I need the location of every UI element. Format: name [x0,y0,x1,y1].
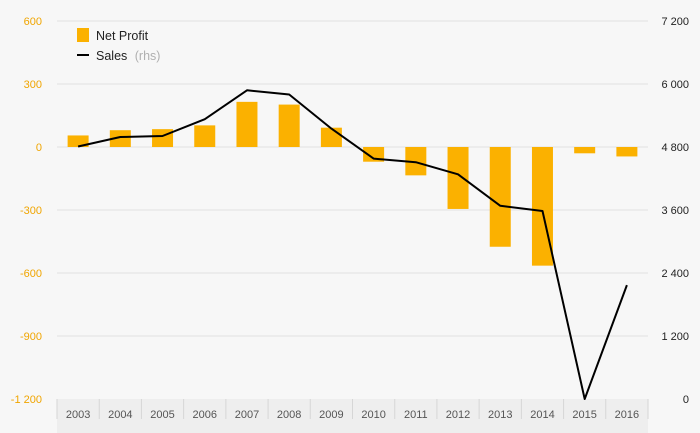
right-axis-tick-label: 4 800 [661,142,689,154]
legend: Net Profit Sales (rhs) [77,28,160,63]
x-axis-tick-label: 2008 [277,409,301,421]
bar-net-profit-2006 [194,125,216,147]
x-axis-tick-label: 2015 [572,409,596,421]
bar-net-profit-2013 [489,147,511,247]
left-axis-tick-label: -300 [20,205,42,217]
bar-net-profit-2008 [278,104,300,147]
x-axis-tick-label: 2009 [319,409,343,421]
bar-net-profit-2016 [616,147,638,157]
sales-line [77,89,628,400]
right-axis-tick-label: 2 400 [661,268,689,280]
bar-net-profit-2004 [109,130,131,147]
left-axis-tick-label: -900 [20,331,42,343]
right-axis-tick-label: 7 200 [661,16,689,28]
right-axis-tick-label: 6 000 [661,79,689,91]
left-axis-tick-label: 0 [36,142,42,154]
x-axis-tick-label: 2014 [530,409,554,421]
left-axis-ticks: -1 200 -900 -600 -300 0 300 600 [11,16,42,406]
bar-net-profit-2005 [152,129,174,147]
left-axis-tick-label: -1 200 [11,394,42,406]
left-axis-tick-label: -600 [20,268,42,280]
x-axis-ticks: 2003 2004 2005 2006 2007 2008 2009 2010 2011 2012… [66,409,639,421]
left-axis-tick-label: 600 [24,16,42,28]
x-axis-tick-label: 2007 [235,409,259,421]
legend-label-sales: Sales [96,49,127,63]
x-axis-tick-label: 2006 [193,409,217,421]
legend-swatch-net-profit [77,28,89,42]
bar-net-profit-2015 [574,147,596,154]
right-axis-tick-label: 3 600 [661,205,689,217]
x-axis-tick-label: 2011 [404,409,428,421]
svg-text:Sales (rhs): Sales (rhs) [96,49,160,63]
x-axis-tick-label: 2016 [615,409,639,421]
bar-net-profit-2009 [320,127,342,147]
legend-label-net-profit: Net Profit [96,29,149,43]
x-axis-tick-label: 2010 [361,409,385,421]
x-axis-tick-label: 2004 [108,409,132,421]
x-axis-tick-label: 2003 [66,409,90,421]
left-axis-tick-label: 300 [24,79,42,91]
bar-net-profit-2007 [236,101,258,147]
x-axis-tick-label: 2012 [446,409,470,421]
bar-net-profit-2012 [447,147,469,209]
bar-net-profit-2003 [67,135,89,147]
bar-net-profit-2010 [363,147,385,162]
bar-net-profit-2011 [405,147,427,176]
right-axis-ticks: 0 1 200 2 400 3 600 4 800 6 000 7 200 [661,16,689,406]
right-axis-tick-label: 1 200 [661,331,689,343]
x-axis-tick-label: 2005 [150,409,174,421]
right-axis-tick-label: 0 [683,394,689,406]
x-axis-tick-label: 2013 [488,409,512,421]
legend-note-rhs: (rhs) [135,49,161,63]
net-profit-bars [67,101,638,266]
x-axis-dividers [56,399,649,419]
